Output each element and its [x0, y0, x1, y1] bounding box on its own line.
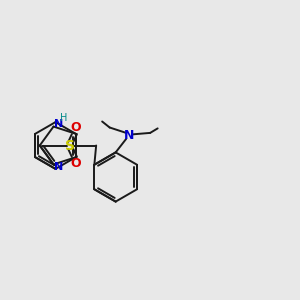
- Text: S: S: [65, 139, 75, 152]
- Text: N: N: [124, 129, 134, 142]
- Text: O: O: [70, 157, 81, 170]
- Text: N: N: [54, 162, 64, 172]
- Text: N: N: [54, 118, 64, 129]
- Text: H: H: [60, 113, 68, 123]
- Text: O: O: [70, 121, 81, 134]
